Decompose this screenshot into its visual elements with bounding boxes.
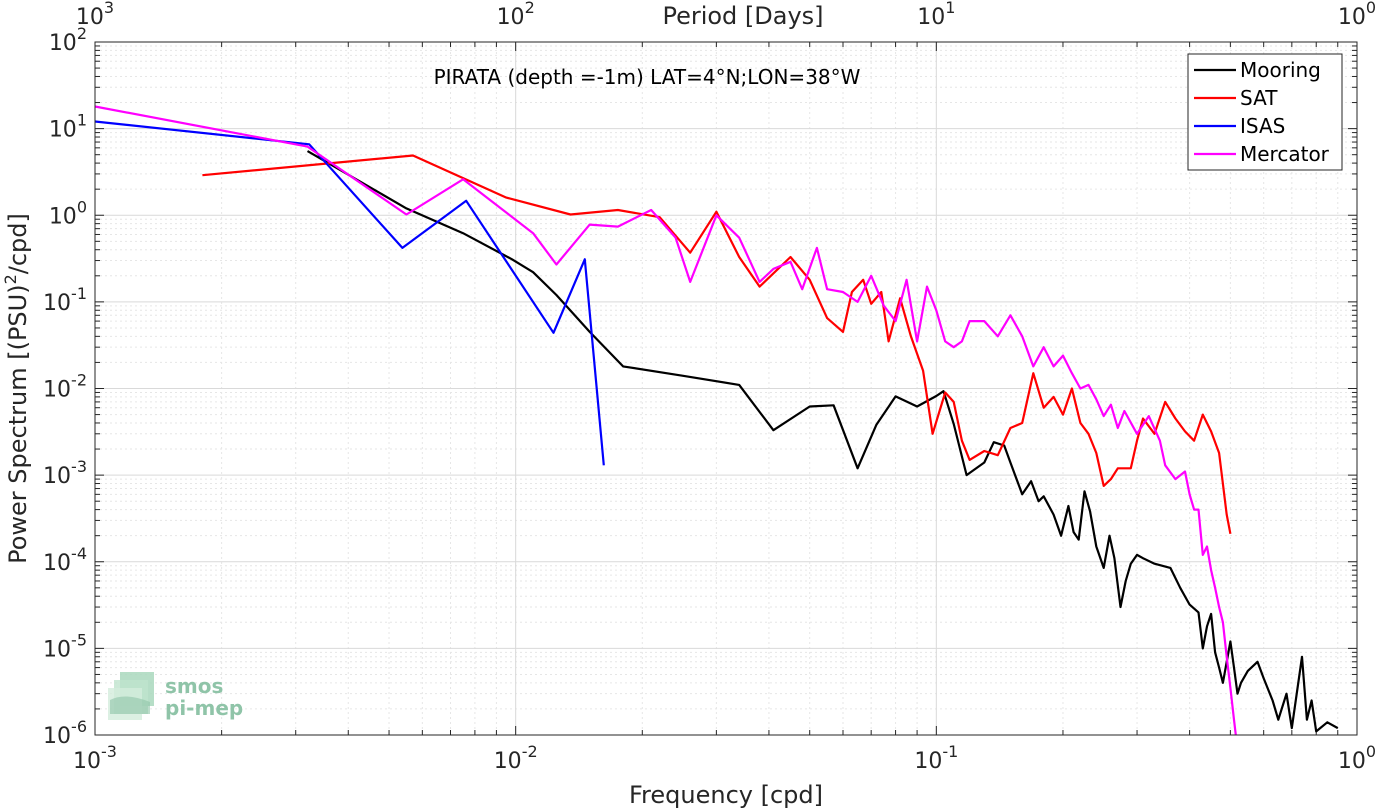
y-tick-labels: 102 101 100 10-1 10-2 10-3 10-4 10-5 10-6 [43,24,87,749]
y-tick-label: 10-3 [43,457,87,489]
series-lines [94,105,1339,736]
top-tick-label: 101 [917,0,955,30]
y-axis-title-tail: /cpd] [4,213,32,274]
y-axis-title-main: Power Spectrum [(PSU) [4,284,32,563]
y-tick-label: 101 [49,111,87,143]
legend-label-sat: SAT [1240,86,1278,110]
plot-frame [94,41,1358,736]
y-tick-label: 10-4 [43,544,87,576]
series-line-mercator [94,105,1237,736]
x-tick-label: 10-3 [73,742,117,774]
top-tick-labels: 103 102 101 100 [76,0,1376,30]
y-axis-title: Power Spectrum [(PSU)2/cpd] [1,213,32,564]
top-tick-label: 103 [76,0,114,30]
series-line-sat [202,154,1232,535]
y-tick-label: 10-6 [43,717,87,749]
y-tick-label: 102 [49,24,87,56]
x-tick-label: 10-2 [494,742,538,774]
y-tick-label: 10-5 [43,630,87,662]
smos-pi-mep-logo: smos pi-mep [108,672,243,720]
top-axis-title: Period [Days] [662,2,823,30]
y-tick-label: 100 [49,197,87,229]
y-tick-label: 10-1 [43,284,87,316]
legend: Mooring SAT ISAS Mercator [1187,53,1343,171]
legend-label-isas: ISAS [1240,114,1285,138]
series-line-isas [94,120,605,466]
x-tick-label: 100 [1338,742,1376,774]
y-tick-label: 10-2 [43,371,87,403]
x-tick-labels: 10-3 10-2 10-1 100 [73,742,1376,774]
y-axis-title-exponent: 2 [1,274,20,284]
logo-line-2: pi-mep [165,696,243,720]
major-gridlines [95,42,1357,735]
legend-box [1187,53,1343,171]
top-tick-label: 100 [1338,0,1376,30]
legend-label-mercator: Mercator [1240,142,1330,166]
top-tick-label: 102 [497,0,535,30]
series-line-mooring [306,150,1339,733]
x-tick-label: 10-1 [914,742,958,774]
chart-annotation: PIRATA (depth =-1m) LAT=4°N;LON=38°W [434,65,861,89]
legend-label-mooring: Mooring [1240,58,1321,82]
logo-mark [108,672,154,720]
logo-line-1: smos [165,674,223,698]
x-axis-title: Frequency [cpd] [629,781,823,809]
